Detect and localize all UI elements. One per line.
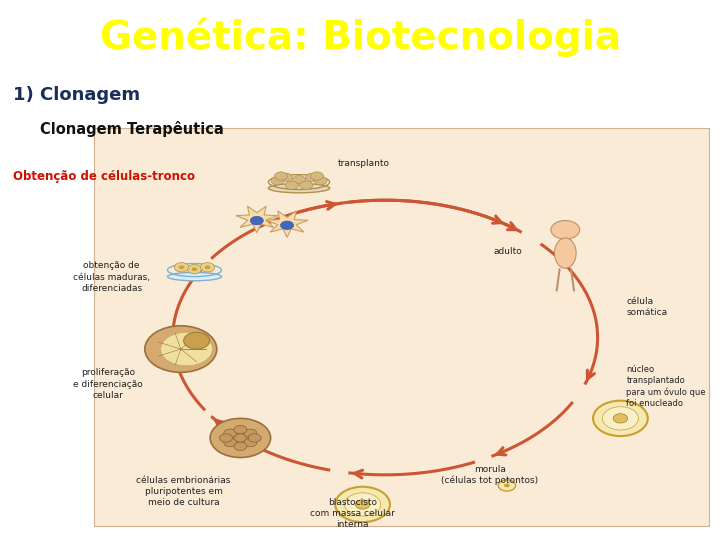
- FancyBboxPatch shape: [94, 128, 709, 526]
- Circle shape: [498, 480, 516, 491]
- Circle shape: [192, 267, 197, 271]
- Text: obtenção de
células maduras,
diferenciadas: obtenção de células maduras, diferenciad…: [73, 261, 150, 293]
- Circle shape: [305, 173, 318, 181]
- Circle shape: [224, 438, 237, 447]
- Circle shape: [345, 493, 381, 516]
- Circle shape: [281, 221, 294, 230]
- Circle shape: [234, 434, 247, 442]
- Circle shape: [210, 418, 271, 457]
- Text: proliferação
e diferenciação
celular: proliferação e diferenciação celular: [73, 368, 143, 400]
- Circle shape: [356, 500, 370, 509]
- Circle shape: [184, 332, 210, 349]
- Circle shape: [224, 429, 237, 437]
- Circle shape: [251, 217, 264, 225]
- Circle shape: [161, 332, 212, 366]
- Circle shape: [174, 262, 189, 272]
- Circle shape: [279, 173, 292, 181]
- Text: Genética: Biotecnologia: Genética: Biotecnologia: [99, 17, 621, 57]
- Circle shape: [292, 176, 305, 184]
- Ellipse shape: [269, 184, 330, 193]
- Circle shape: [310, 172, 323, 180]
- Circle shape: [204, 266, 210, 269]
- Circle shape: [300, 181, 312, 190]
- Circle shape: [504, 484, 510, 487]
- Polygon shape: [266, 211, 308, 238]
- Circle shape: [200, 262, 215, 272]
- Text: 1) Clonagem: 1) Clonagem: [13, 86, 140, 104]
- Circle shape: [274, 172, 287, 180]
- Ellipse shape: [554, 238, 576, 268]
- Text: Clonagem Terapêutica: Clonagem Terapêutica: [40, 121, 223, 137]
- Text: blastocisto
com massa celular
interna: blastocisto com massa celular interna: [310, 498, 395, 529]
- Ellipse shape: [168, 272, 222, 281]
- Circle shape: [285, 181, 298, 190]
- Circle shape: [248, 434, 261, 442]
- Polygon shape: [235, 206, 278, 233]
- Circle shape: [336, 487, 390, 522]
- Circle shape: [603, 407, 639, 430]
- Text: Obtenção de células-tronco: Obtenção de células-tronco: [13, 170, 195, 183]
- Circle shape: [234, 442, 247, 450]
- Text: núcleo
transplantado
para um óvulo que
foi enucleado: núcleo transplantado para um óvulo que f…: [626, 365, 706, 408]
- Circle shape: [271, 177, 284, 185]
- Text: células embrionárias
pluripotentes em
meio de cultura: células embrionárias pluripotentes em me…: [136, 476, 231, 507]
- Text: transplanto: transplanto: [338, 159, 390, 167]
- Text: célula
somática: célula somática: [626, 297, 667, 318]
- Circle shape: [234, 426, 247, 434]
- Circle shape: [593, 401, 648, 436]
- Circle shape: [145, 326, 217, 373]
- Circle shape: [314, 177, 327, 185]
- Circle shape: [220, 434, 233, 442]
- Circle shape: [187, 265, 202, 274]
- Circle shape: [244, 429, 257, 437]
- Text: adulto: adulto: [493, 247, 522, 256]
- Circle shape: [613, 414, 628, 423]
- Circle shape: [244, 438, 257, 447]
- Text: morula
(células tot potontos): morula (células tot potontos): [441, 464, 538, 485]
- Circle shape: [551, 220, 580, 239]
- Circle shape: [179, 266, 184, 269]
